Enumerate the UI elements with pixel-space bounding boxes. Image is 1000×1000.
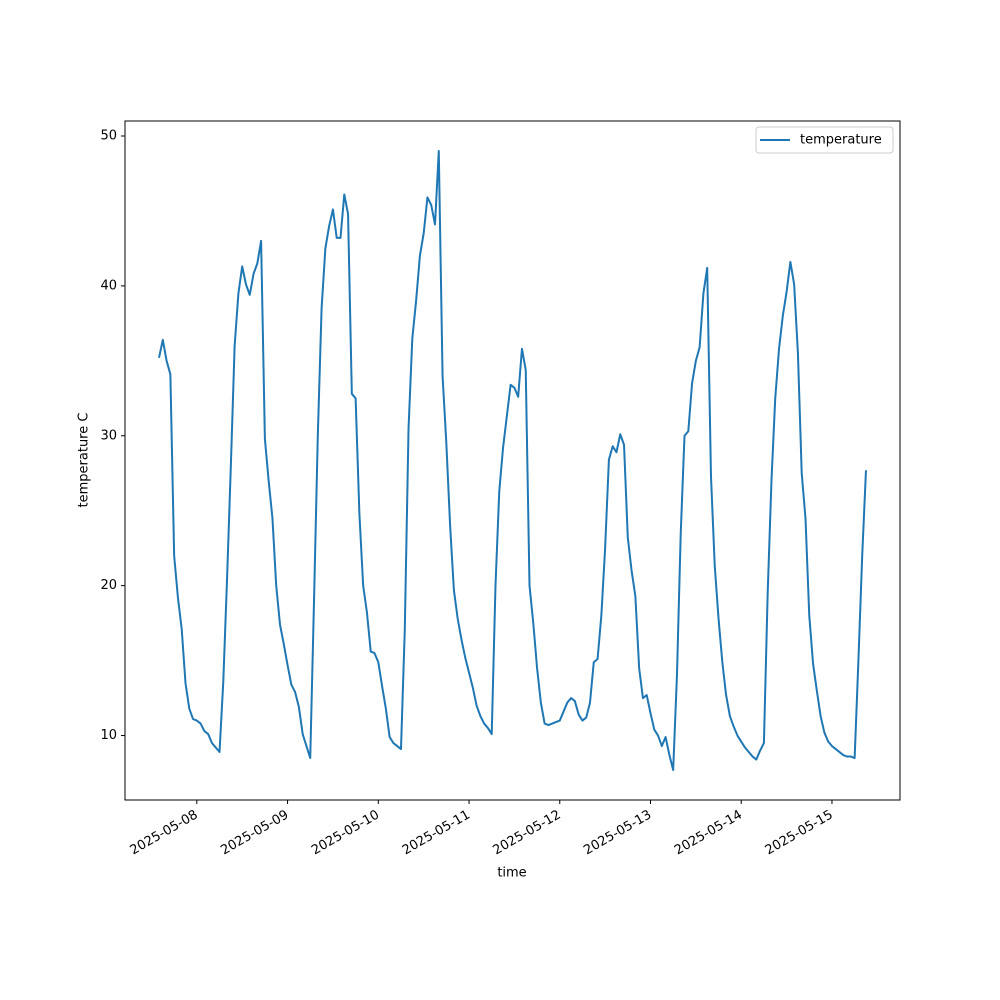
line-series xyxy=(158,149,867,772)
x-tick-label: 2025-05-13 xyxy=(581,808,654,859)
y-tick-label: 50 xyxy=(100,128,117,143)
x-tick-label: 2025-05-10 xyxy=(309,808,382,859)
y-tick-label: 40 xyxy=(100,278,117,293)
plot-frame xyxy=(124,120,901,801)
legend-box xyxy=(755,126,894,154)
x-tick-label: 2025-05-11 xyxy=(400,808,473,859)
y-tick-label: 20 xyxy=(100,578,117,593)
x-axis-label: time xyxy=(497,866,526,881)
x-tick-label: 2025-05-12 xyxy=(491,808,564,859)
x-tick-label: 2025-05-15 xyxy=(763,808,836,859)
y-tick-label: 30 xyxy=(100,428,117,443)
legend-label: temperature xyxy=(800,133,882,148)
x-tick-label: 2025-05-14 xyxy=(672,808,745,859)
x-tick-label: 2025-05-09 xyxy=(218,808,291,859)
y-tick-label: 10 xyxy=(100,728,117,743)
y-axis-label: temperature C xyxy=(77,413,92,508)
x-tick-label: 2025-05-08 xyxy=(128,808,201,859)
